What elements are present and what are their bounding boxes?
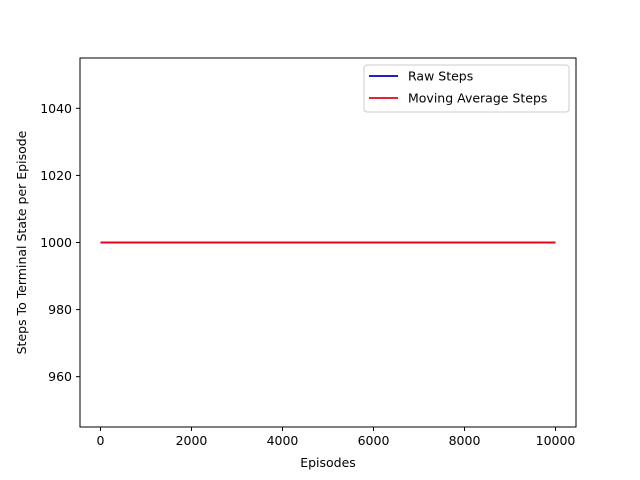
x-tick-label: 0 — [97, 433, 105, 448]
x-tick-label: 6000 — [358, 433, 390, 448]
x-tick-label: 8000 — [449, 433, 481, 448]
x-tick-label: 4000 — [267, 433, 299, 448]
y-tick-label: 980 — [48, 302, 72, 317]
y-tick-label: 1040 — [40, 101, 72, 116]
y-axis: 960 980 1000 1020 1040 — [40, 101, 80, 384]
y-tick-label: 960 — [48, 369, 72, 384]
legend-label-1: Moving Average Steps — [408, 91, 547, 106]
x-axis-label: Episodes — [300, 455, 356, 470]
legend: Raw Steps Moving Average Steps — [363, 64, 570, 113]
x-tick-label: 10000 — [536, 433, 576, 448]
x-tick-label: 2000 — [176, 433, 208, 448]
legend-box — [363, 64, 570, 113]
y-tick-label: 1020 — [40, 168, 72, 183]
legend-label-0: Raw Steps — [408, 69, 473, 84]
y-axis-label: Steps To Terminal State per Episode — [14, 130, 29, 354]
x-axis: 0 2000 4000 6000 8000 10000 — [97, 427, 576, 448]
y-tick-label: 1000 — [40, 235, 72, 250]
